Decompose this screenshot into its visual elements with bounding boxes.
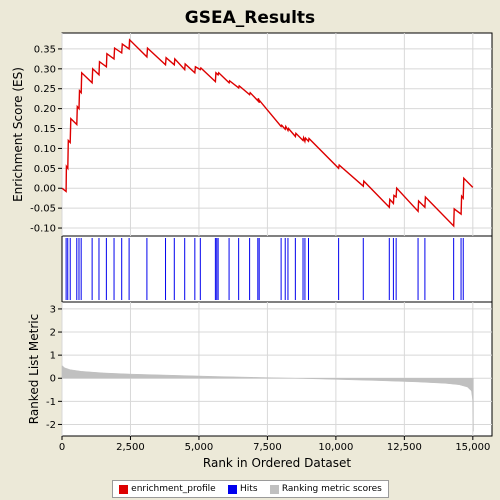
es-ytick-label-6: 0.20 <box>34 104 56 115</box>
metric-ytick-label-1: -1 <box>46 397 56 408</box>
chart-legend: enrichment_profile Hits Ranking metric s… <box>112 480 389 498</box>
metric-ytick-label-5: 3 <box>50 304 56 315</box>
es-ytick-label-4: 0.10 <box>34 144 56 155</box>
xtick-label-6: 15,000 <box>455 442 490 453</box>
xtick-label-5: 12,500 <box>387 442 422 453</box>
legend-item-hits: Hits <box>228 484 258 494</box>
x-axis-label: Rank in Ordered Dataset <box>203 456 351 470</box>
es-ytick-label-2: 0.00 <box>34 184 56 195</box>
metric-ytick-label-4: 2 <box>50 328 56 339</box>
legend-swatch-ranking-metric <box>269 484 279 494</box>
xtick-label-2: 5,000 <box>185 442 214 453</box>
legend-item-enrichment-profile: enrichment_profile <box>119 484 216 494</box>
es-ytick-label-0: -0.10 <box>30 224 56 235</box>
enrichment-panel <box>61 32 493 237</box>
metric-panel <box>61 301 493 437</box>
es-ytick-label-9: 0.35 <box>34 44 56 55</box>
legend-label-hits: Hits <box>240 484 258 494</box>
metric-ytick-label-3: 1 <box>50 351 56 362</box>
es-ytick-label-7: 0.25 <box>34 84 56 95</box>
enrichment-profile-line <box>61 38 474 228</box>
legend-label-ranking-metric: Ranking metric scores <box>281 484 382 494</box>
metric-axis-label: Ranked List Metric <box>27 314 41 424</box>
xtick-label-4: 10,000 <box>318 442 353 453</box>
metric-ytick-label-0: -2 <box>46 420 56 431</box>
xtick-label-0: 0 <box>59 442 65 453</box>
es-ytick-label-1: -0.05 <box>30 204 56 215</box>
es-ytick-label-5: 0.15 <box>34 124 56 135</box>
xtick-label-1: 2,500 <box>116 442 145 453</box>
es-ytick-label-8: 0.30 <box>34 64 56 75</box>
legend-item-ranking-metric: Ranking metric scores <box>269 484 382 494</box>
hits-panel <box>61 235 493 303</box>
legend-label-enrichment-profile: enrichment_profile <box>131 484 216 494</box>
legend-swatch-hits <box>228 484 238 494</box>
legend-swatch-enrichment-profile <box>119 484 129 494</box>
metric-ytick-label-2: 0 <box>50 374 56 385</box>
es-ytick-label-3: 0.05 <box>34 164 56 175</box>
chart-title: GSEA_Results <box>185 8 315 28</box>
xtick-label-3: 7,500 <box>253 442 282 453</box>
es-axis-label: Enrichment Score (ES) <box>11 67 25 202</box>
ranking-metric-area <box>61 364 474 432</box>
